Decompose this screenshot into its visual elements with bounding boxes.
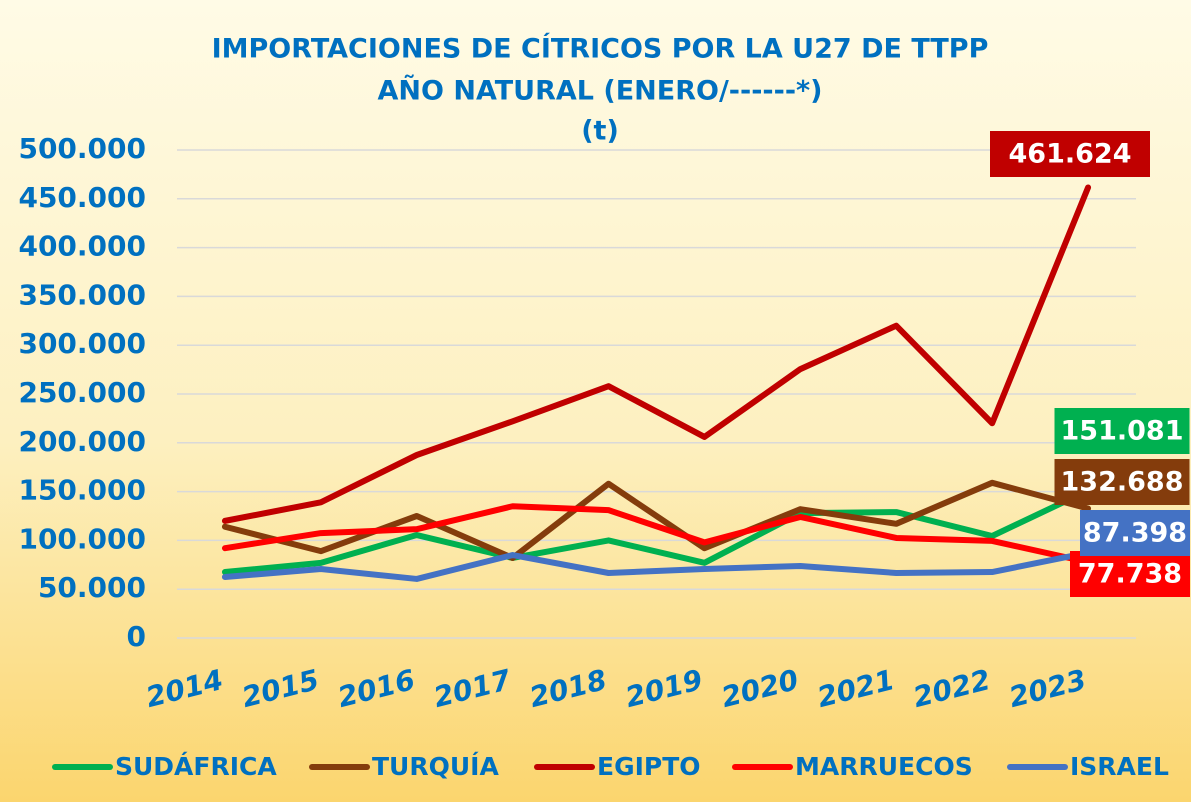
y-tick-label: 300.000: [18, 327, 146, 360]
data-label: 132.688: [1061, 467, 1184, 498]
y-tick-label: 350.000: [18, 278, 146, 311]
data-label: 461.624: [1009, 139, 1132, 170]
y-tick-label: 450.000: [18, 181, 146, 214]
chart-title: AÑO NATURAL (ENERO/------*): [378, 75, 823, 107]
y-tick-label: 250.000: [18, 376, 146, 409]
chart-title: IMPORTACIONES DE CÍTRICOS POR LA U27 DE …: [212, 33, 989, 65]
series-line: [221, 503, 1092, 566]
chart-title: (t): [581, 116, 619, 147]
y-tick-label: 50.000: [38, 571, 146, 604]
y-tick-label: 100.000: [18, 522, 146, 555]
legend-label: EGIPTO: [597, 752, 701, 781]
data-label-box: [1070, 551, 1190, 597]
legend-label: ISRAEL: [1070, 752, 1169, 781]
legend-label: TURQUÍA: [372, 752, 499, 781]
data-label-box: [1054, 408, 1190, 454]
series-line: [221, 487, 1092, 576]
y-tick-label: 400.000: [18, 230, 146, 263]
data-label: 87.398: [1083, 518, 1187, 549]
data-label: 77.738: [1078, 559, 1182, 590]
data-label-box: [1054, 459, 1190, 505]
data-label-box: [1080, 510, 1190, 556]
data-label-box: [990, 131, 1150, 177]
legend-label: SUDÁFRICA: [115, 752, 277, 781]
y-tick-label: 150.000: [18, 474, 146, 507]
data-label: 151.081: [1061, 416, 1184, 447]
y-tick-label: 200.000: [18, 425, 146, 458]
series-line: [221, 549, 1092, 582]
y-tick-label: 500.000: [18, 132, 146, 165]
series-line: [221, 184, 1092, 524]
y-tick-label: 0: [127, 620, 146, 653]
legend-label: MARRUECOS: [795, 752, 973, 781]
